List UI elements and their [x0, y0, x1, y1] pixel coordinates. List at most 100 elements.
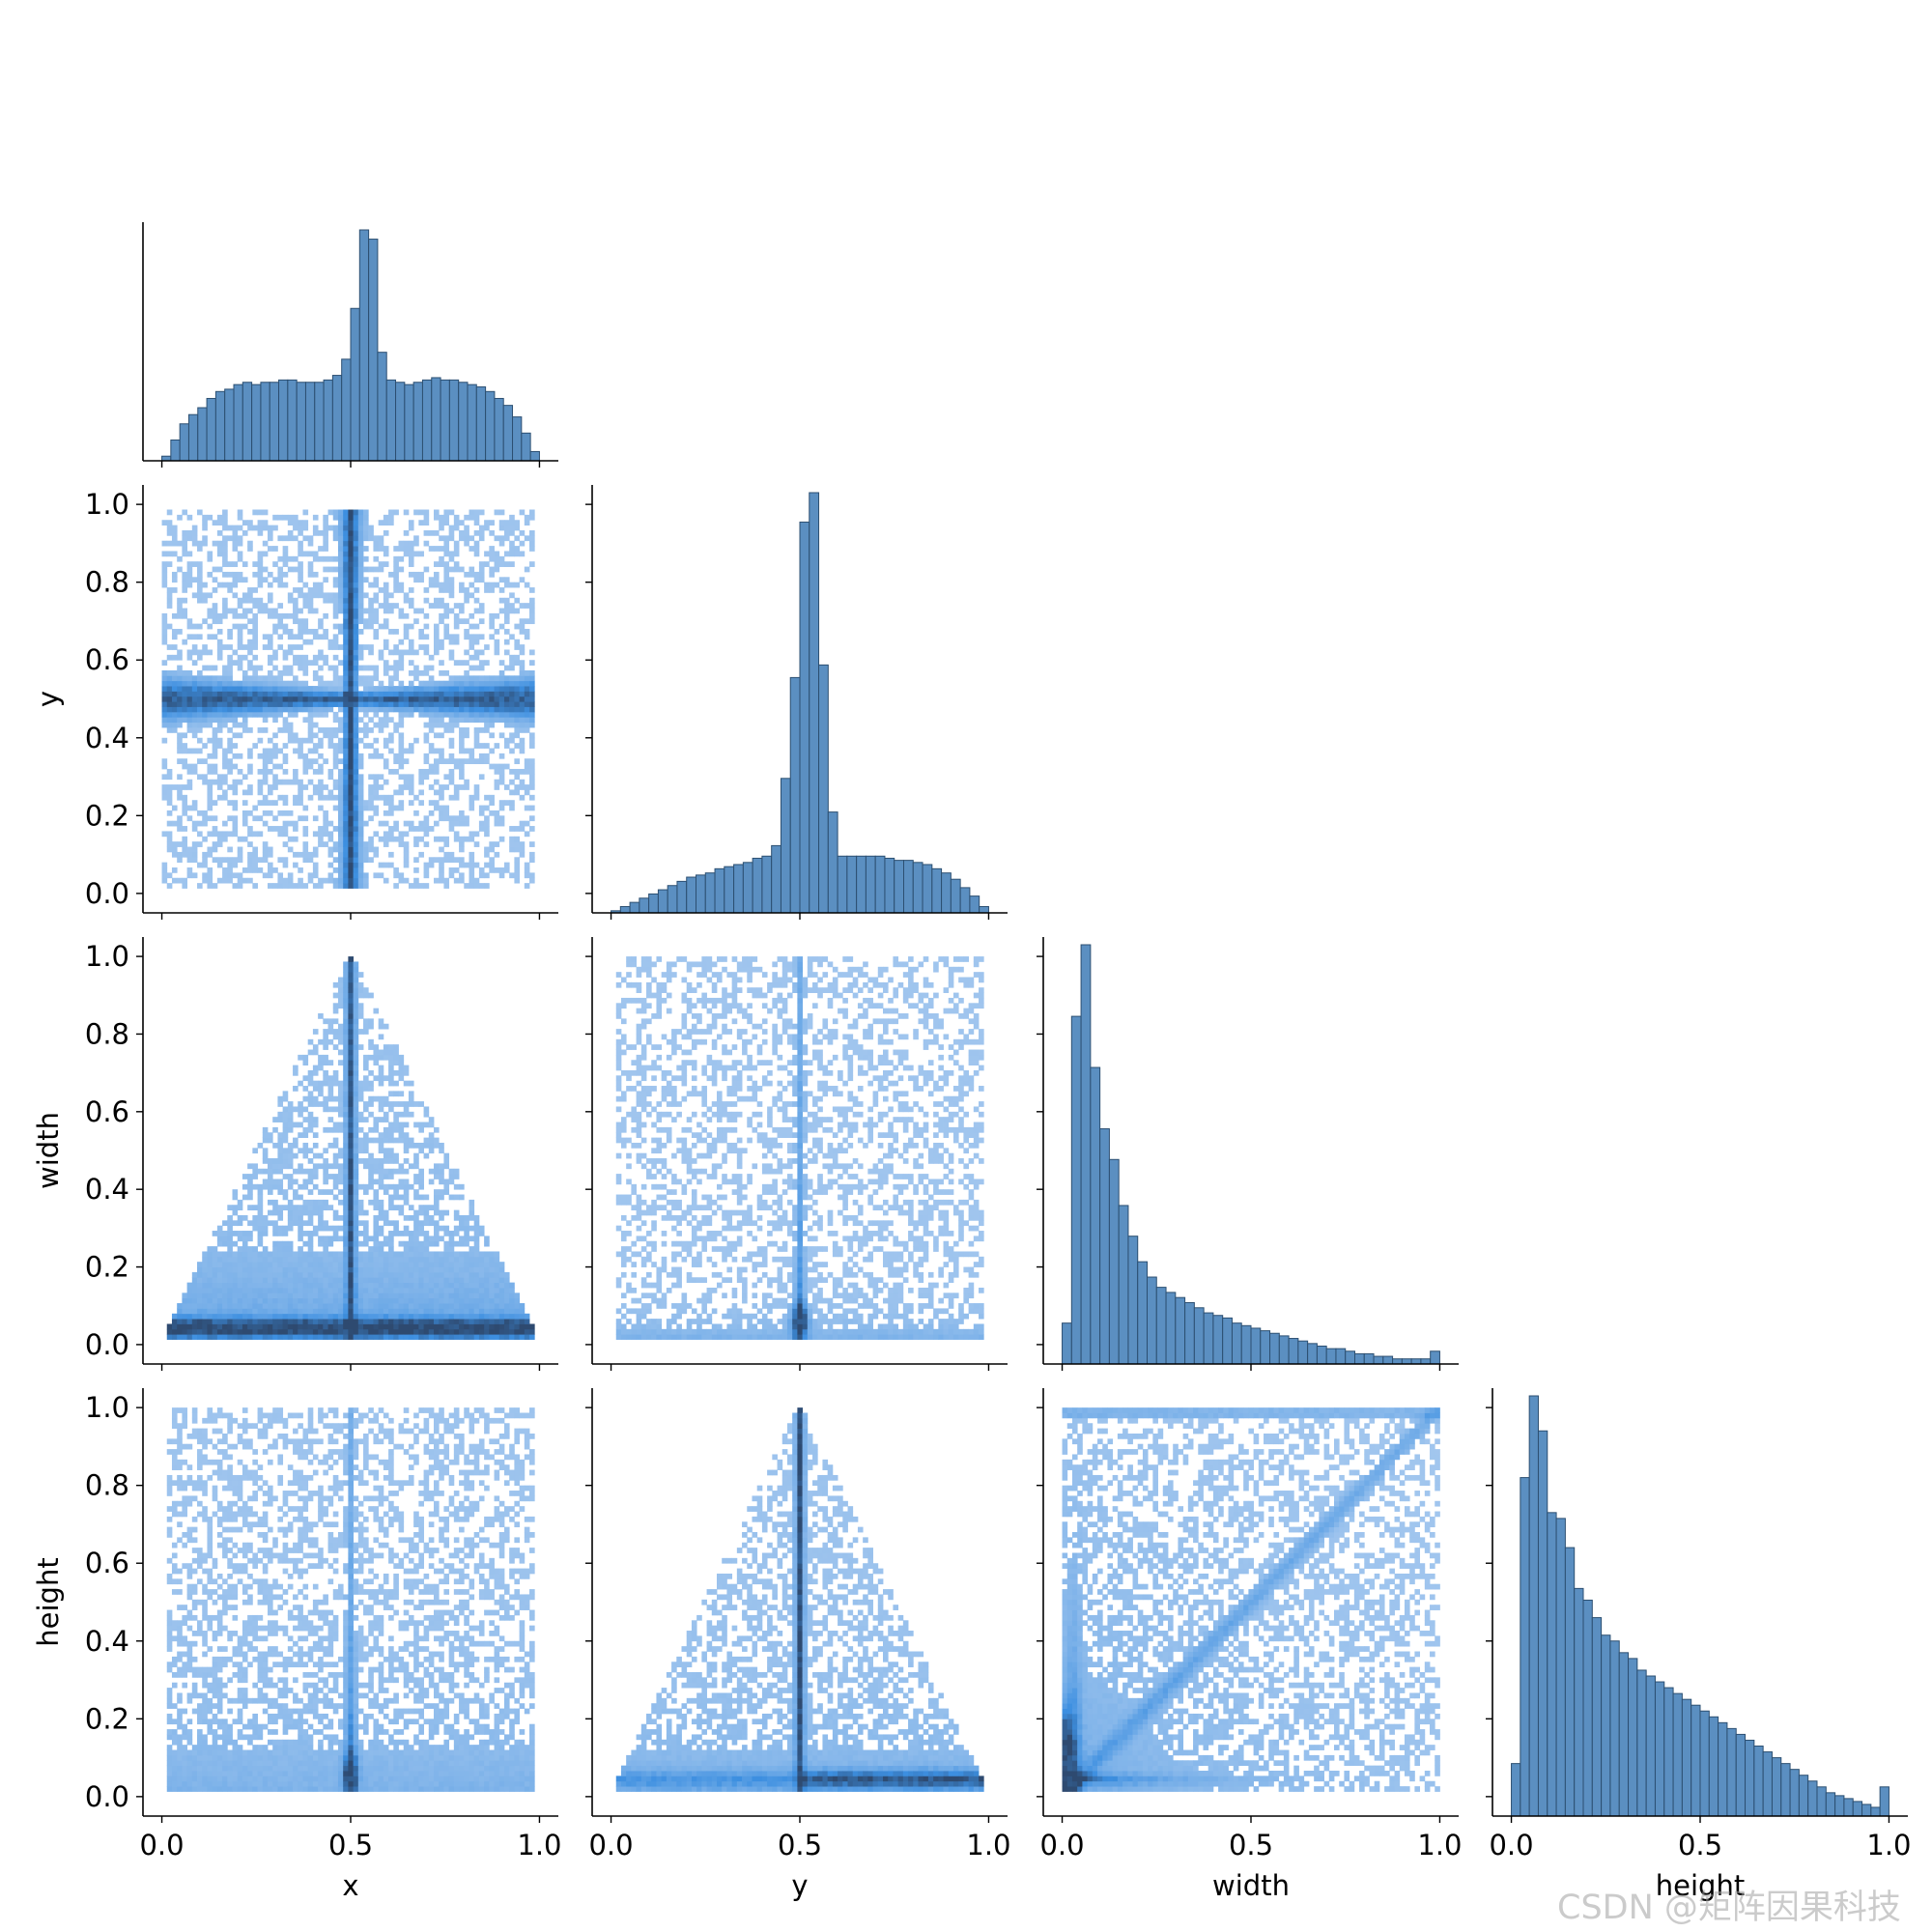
- heat-cell: [283, 556, 289, 562]
- heat-cell: [328, 707, 334, 713]
- heat-cell: [302, 1200, 308, 1206]
- heat-cell: [162, 639, 168, 645]
- heat-cell: [434, 515, 440, 521]
- heat-cell: [449, 743, 455, 749]
- heat-cell: [217, 1267, 223, 1273]
- heat-cell: [202, 592, 208, 598]
- heat-cell: [187, 1303, 193, 1309]
- heat-cell: [514, 857, 520, 863]
- heat-cell: [302, 1334, 308, 1340]
- heat-cell: [499, 800, 505, 806]
- heat-cell: [393, 1288, 399, 1293]
- heat-cell: [348, 978, 354, 983]
- heat-cell: [247, 1163, 253, 1169]
- heat-cell: [167, 1334, 173, 1340]
- heat-cell: [429, 1236, 435, 1241]
- heat-cell: [479, 727, 485, 733]
- heat-cell: [247, 789, 253, 795]
- heat-cell: [434, 681, 440, 687]
- heat-cell: [177, 598, 183, 604]
- heat-cell: [288, 1288, 294, 1293]
- heat-cell: [313, 1231, 319, 1236]
- heat-cell: [288, 1106, 294, 1112]
- heat-cell: [333, 634, 339, 639]
- heat-cell: [379, 1034, 384, 1039]
- heat-cell: [207, 795, 213, 801]
- heat-cell: [368, 1024, 374, 1030]
- heat-cell: [418, 1148, 424, 1153]
- heat-cell: [368, 1127, 374, 1133]
- heat-cell: [424, 1143, 430, 1149]
- heat-cell: [424, 1257, 430, 1263]
- heat-cell: [263, 577, 269, 582]
- heat-cell: [368, 530, 374, 536]
- heat-cell: [192, 1314, 198, 1320]
- heat-cell: [393, 567, 399, 573]
- heat-cell: [318, 618, 324, 624]
- heat-cell: [348, 1009, 354, 1014]
- heat-cell: [227, 831, 233, 837]
- heat-cell: [495, 696, 500, 702]
- heat-cell: [197, 1319, 203, 1324]
- heat-cell: [288, 1179, 294, 1184]
- heat-cell: [277, 1101, 283, 1107]
- heat-cell: [272, 826, 278, 832]
- heat-cell: [227, 784, 233, 790]
- heat-cell: [363, 686, 369, 692]
- heat-cell: [525, 670, 530, 676]
- heat-cell: [368, 753, 374, 759]
- heat-cell: [343, 723, 349, 728]
- heat-cell: [333, 826, 339, 832]
- heat-cell: [268, 701, 273, 707]
- heat-cell: [258, 526, 264, 531]
- heat-cell: [207, 686, 213, 692]
- heat-cell: [247, 1288, 253, 1293]
- heat-cell: [328, 743, 334, 749]
- heat-cell: [252, 847, 258, 853]
- heat-cell: [443, 681, 449, 687]
- heat-cell: [272, 867, 278, 873]
- heat-cell: [308, 1314, 314, 1320]
- heat-cell: [388, 1060, 394, 1065]
- heat-cell: [520, 769, 526, 775]
- heat-cell: [177, 717, 183, 723]
- heat-cell: [328, 852, 334, 858]
- heat-cell: [443, 810, 449, 816]
- heat-cell: [464, 541, 469, 547]
- heat-cell: [187, 551, 193, 556]
- heat-cell: [418, 712, 424, 718]
- heat-cell: [368, 1158, 374, 1164]
- heat-cell: [227, 1283, 233, 1289]
- heat-cell: [520, 618, 526, 624]
- heat-cell: [242, 1293, 248, 1298]
- heat-cell: [373, 670, 379, 676]
- heat-cell: [323, 1106, 328, 1112]
- heat-cell: [520, 847, 526, 853]
- heat-cell: [348, 1122, 354, 1128]
- heat-cell: [197, 510, 203, 516]
- heat-cell: [213, 520, 218, 526]
- heat-cell: [358, 1184, 364, 1190]
- heat-cell: [343, 567, 349, 573]
- heat-cell: [399, 1272, 405, 1278]
- heat-cell: [399, 1179, 405, 1184]
- heat-cell: [343, 582, 349, 588]
- heat-cell: [484, 681, 490, 687]
- heat-cell: [479, 758, 485, 764]
- heat-cell: [404, 634, 410, 639]
- heat-cell: [313, 686, 319, 692]
- heat-cell: [182, 1329, 187, 1335]
- heat-cell: [373, 707, 379, 713]
- heat-cell: [484, 707, 490, 713]
- heat-cell: [509, 723, 515, 728]
- heat-cell: [302, 1210, 308, 1216]
- heat-cell: [293, 1272, 298, 1278]
- heat-cell: [434, 1138, 440, 1144]
- heat-cell: [177, 774, 183, 780]
- heat-cell: [172, 727, 178, 733]
- heat-cell: [348, 546, 354, 552]
- heat-cell: [418, 572, 424, 578]
- hist-bar: [188, 414, 197, 461]
- heat-cell: [338, 863, 344, 868]
- heat-cell: [217, 795, 223, 801]
